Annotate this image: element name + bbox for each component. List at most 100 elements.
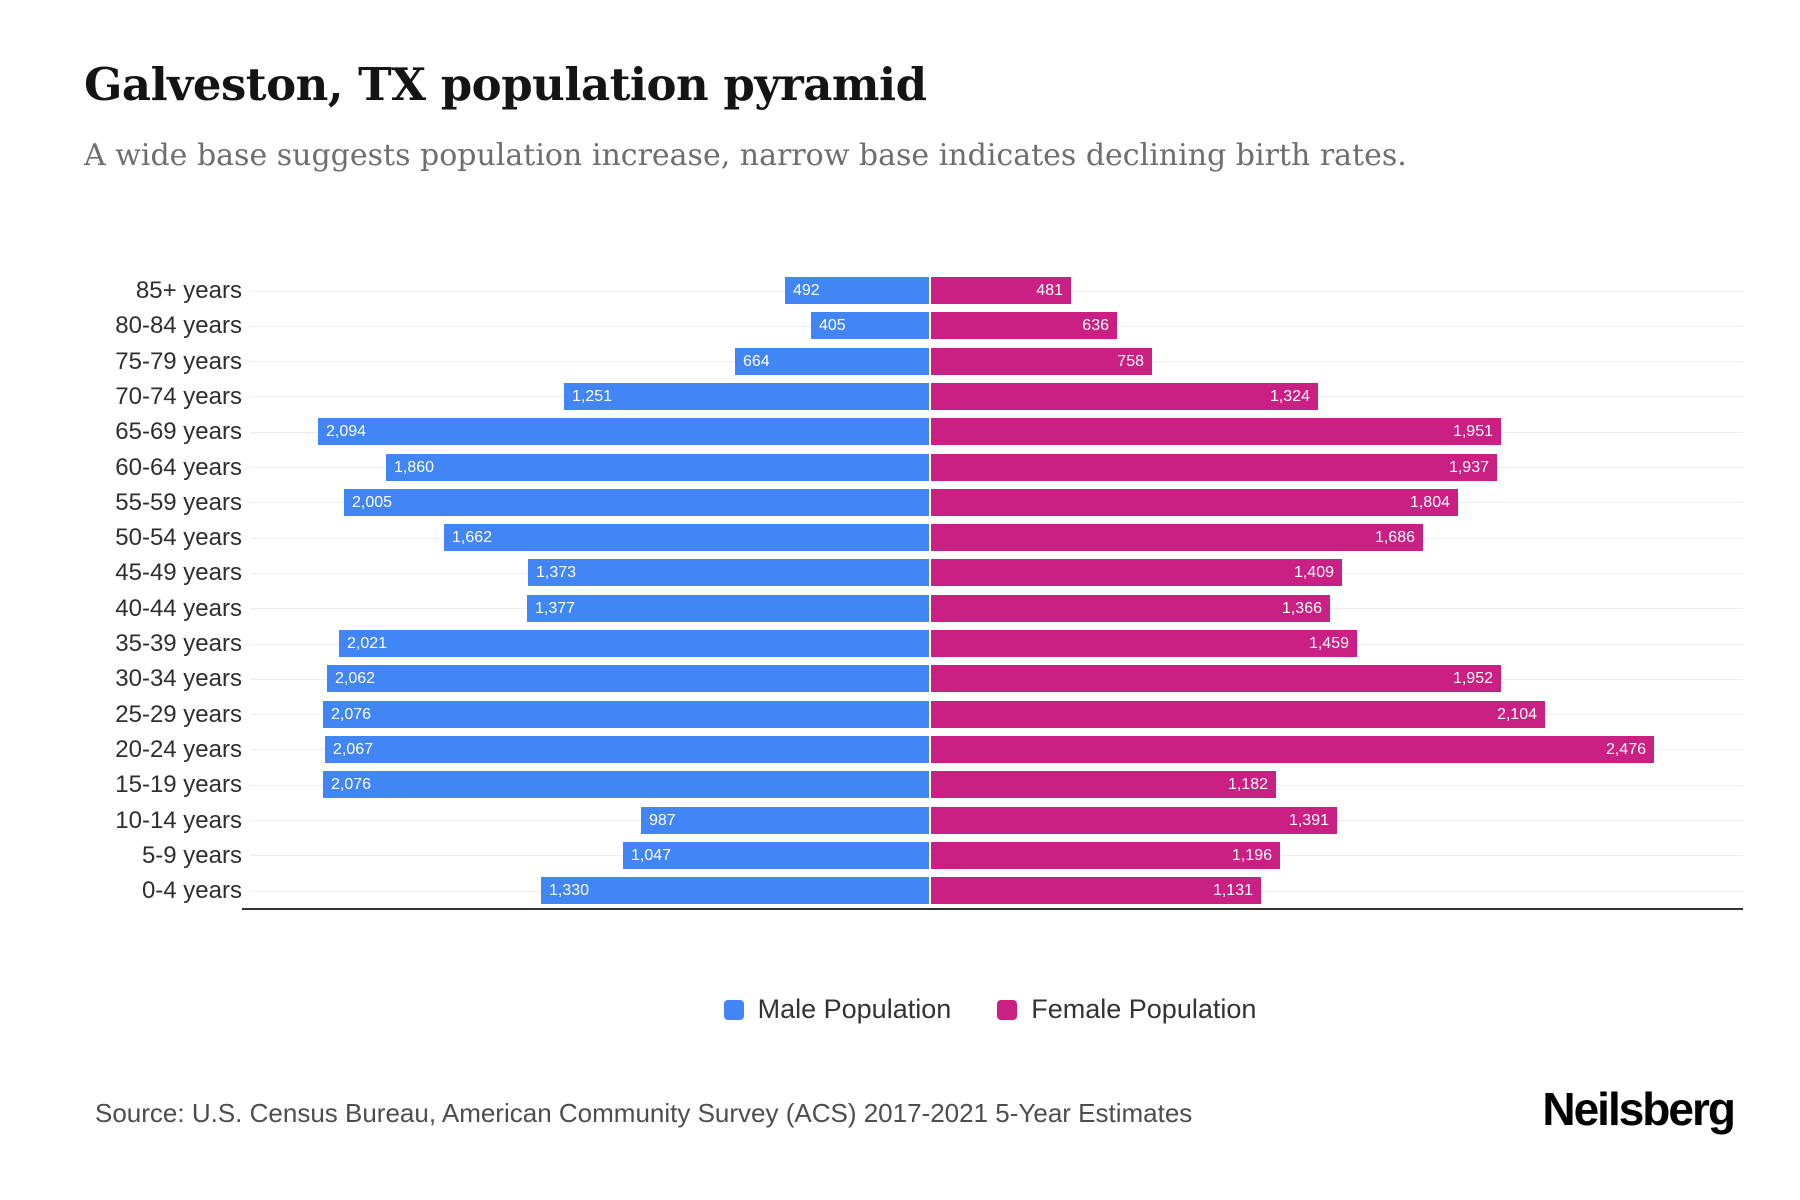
legend-label: Female Population [1031,994,1257,1024]
male-bar: 2,062 [327,665,929,692]
male-value-label: 1,251 [572,387,613,405]
male-value-label: 492 [793,281,820,299]
female-bar: 1,366 [931,595,1330,622]
age-group-label: 0-4 years [141,876,242,904]
age-group-label: 55-59 years [115,488,242,516]
female-bar: 636 [931,312,1117,339]
male-value-label: 405 [819,316,846,334]
female-bar: 1,686 [931,524,1423,551]
male-value-label: 1,373 [536,563,577,581]
brand-logo: Neilsberg [1542,1083,1736,1135]
male-value-label: 2,005 [352,493,393,511]
male-value-label: 2,062 [335,669,376,687]
age-group-label: 45-49 years [115,558,242,586]
male-value-label: 2,076 [331,775,372,793]
age-group-label: 85+ years [135,276,242,304]
female-bar: 1,196 [931,842,1280,869]
male-value-label: 987 [649,811,676,829]
male-bar: 987 [641,807,929,834]
age-group-label: 50-54 years [115,523,242,551]
male-bar: 2,067 [325,736,929,763]
male-value-label: 664 [743,352,770,370]
male-value-label: 2,094 [326,422,367,440]
male-bar: 1,662 [444,524,929,551]
male-value-label: 1,860 [394,458,435,476]
age-group-label: 20-24 years [115,735,242,763]
female-value-label: 1,182 [1227,775,1268,793]
chart-title: Galveston, TX population pyramid [84,58,927,111]
male-bar: 1,330 [541,877,929,904]
age-group-label: 30-34 years [115,664,242,692]
female-bar: 1,131 [931,877,1261,904]
male-bar: 2,076 [323,701,929,728]
male-bar: 492 [785,277,929,304]
x-axis-baseline [242,908,1743,910]
male-value-label: 1,330 [549,881,590,899]
age-group-label: 60-64 years [115,453,242,481]
female-bar: 2,476 [931,736,1654,763]
age-group-label: 5-9 years [141,841,242,869]
legend-swatch-icon [723,999,744,1020]
male-bar: 664 [735,348,929,375]
male-bar: 1,373 [528,559,929,586]
age-group-label: 75-79 years [115,347,242,375]
legend-item-female[interactable]: Female Population [997,994,1256,1025]
age-group-label: 25-29 years [115,700,242,728]
age-group-label: 35-39 years [115,629,242,657]
age-group-label: 40-44 years [115,594,242,622]
male-bar: 1,377 [527,595,929,622]
male-value-label: 1,662 [452,528,493,546]
source-attribution: Source: U.S. Census Bureau, American Com… [95,1098,1193,1128]
female-value-label: 1,952 [1452,669,1493,687]
female-bar: 1,324 [931,383,1318,410]
legend-item-male[interactable]: Male Population [723,994,952,1025]
male-bar: 1,251 [564,383,929,410]
male-bar: 2,094 [318,418,929,445]
female-value-label: 1,324 [1269,387,1310,405]
age-group-label: 10-14 years [115,806,242,834]
male-bar: 1,047 [623,842,929,869]
female-bar: 758 [931,348,1152,375]
female-value-label: 1,366 [1281,599,1322,617]
female-bar: 1,951 [931,418,1501,445]
male-bar: 405 [811,312,929,339]
legend-label: Male Population [757,994,952,1024]
female-bar: 1,391 [931,807,1337,834]
male-value-label: 1,377 [535,599,576,617]
female-bar: 1,459 [931,630,1357,657]
female-value-label: 1,686 [1374,528,1415,546]
female-value-label: 1,804 [1409,493,1450,511]
female-value-label: 2,476 [1605,740,1646,758]
male-value-label: 2,067 [333,740,374,758]
female-bar: 1,182 [931,771,1276,798]
age-group-label: 70-74 years [115,382,242,410]
female-value-label: 1,951 [1452,422,1493,440]
female-bar: 1,952 [931,665,1501,692]
female-value-label: 1,459 [1308,634,1349,652]
female-value-label: 1,196 [1231,846,1272,864]
female-value-label: 1,409 [1293,563,1334,581]
female-value-label: 758 [1117,352,1144,370]
female-bar: 1,937 [931,454,1497,481]
female-bar: 481 [931,277,1071,304]
male-bar: 2,021 [339,630,929,657]
female-bar: 1,409 [931,559,1342,586]
female-value-label: 1,937 [1448,458,1489,476]
female-bar: 1,804 [931,489,1458,516]
age-group-label: 15-19 years [115,770,242,798]
age-group-label: 65-69 years [115,417,242,445]
male-bar: 2,005 [344,489,929,516]
chart-legend: Male Population Female Population [240,994,1740,1025]
male-value-label: 2,021 [347,634,388,652]
male-value-label: 2,076 [331,705,372,723]
legend-swatch-icon [997,999,1018,1020]
age-group-label: 80-84 years [115,311,242,339]
male-bar: 2,076 [323,771,929,798]
female-value-label: 1,131 [1212,881,1253,899]
female-value-label: 2,104 [1496,705,1537,723]
chart-subtitle: A wide base suggests population increase… [84,138,1407,173]
male-bar: 1,860 [386,454,929,481]
female-value-label: 1,391 [1288,811,1329,829]
